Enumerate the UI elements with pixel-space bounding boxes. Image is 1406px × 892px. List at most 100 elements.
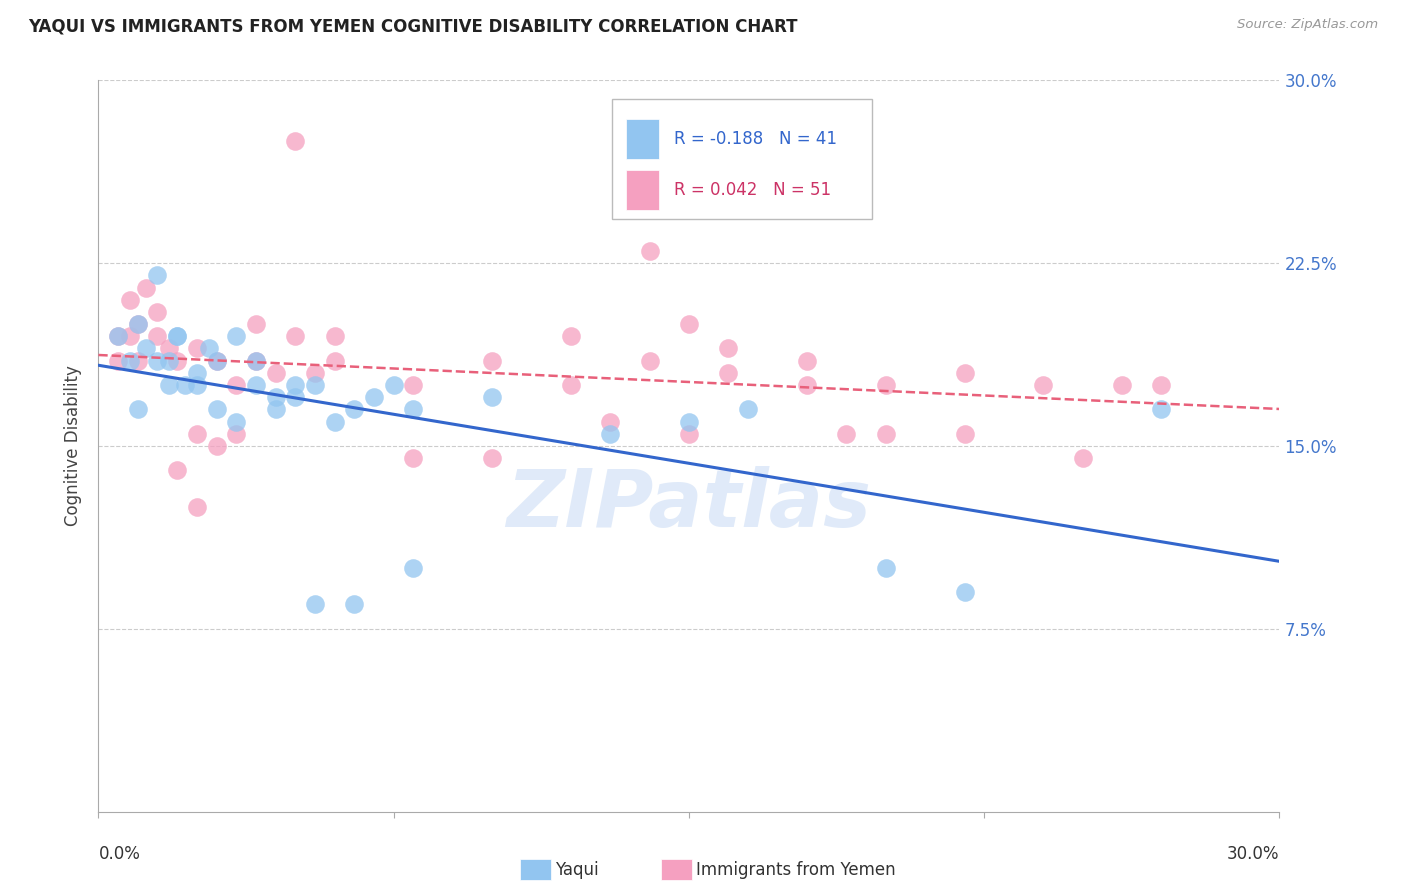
Point	[174, 378, 197, 392]
Text: Source: ZipAtlas.com: Source: ZipAtlas.com	[1237, 18, 1378, 31]
Point	[205, 353, 228, 368]
Point	[875, 561, 897, 575]
Point	[118, 293, 141, 307]
Point	[146, 329, 169, 343]
Point	[284, 390, 307, 404]
Point	[875, 426, 897, 441]
Point	[225, 426, 247, 441]
Point	[225, 415, 247, 429]
Point	[186, 378, 208, 392]
Point	[225, 378, 247, 392]
Point	[304, 598, 326, 612]
Point	[599, 426, 621, 441]
Point	[678, 415, 700, 429]
Bar	[626, 169, 659, 211]
Point	[118, 329, 141, 343]
Point	[402, 451, 425, 466]
Point	[481, 451, 503, 466]
Point	[953, 366, 976, 380]
Point	[284, 134, 307, 148]
Point	[107, 329, 129, 343]
Point	[225, 329, 247, 343]
Point	[118, 353, 141, 368]
Point	[323, 329, 346, 343]
Point	[343, 402, 366, 417]
Point	[186, 500, 208, 514]
Point	[146, 305, 169, 319]
Point	[304, 378, 326, 392]
Point	[127, 317, 149, 331]
Text: Immigrants from Yemen: Immigrants from Yemen	[696, 861, 896, 879]
Point	[1111, 378, 1133, 392]
Point	[264, 366, 287, 380]
Point	[166, 463, 188, 477]
Point	[264, 402, 287, 417]
Text: 0.0%: 0.0%	[98, 845, 141, 863]
Point	[127, 402, 149, 417]
Point	[127, 317, 149, 331]
Point	[245, 317, 267, 331]
Bar	[626, 119, 659, 159]
Point	[284, 329, 307, 343]
Point	[1071, 451, 1094, 466]
Point	[1150, 378, 1173, 392]
Point	[560, 329, 582, 343]
Point	[157, 353, 180, 368]
Point	[560, 378, 582, 392]
Point	[1032, 378, 1054, 392]
Point	[835, 426, 858, 441]
Point	[953, 585, 976, 599]
Point	[197, 342, 219, 356]
Point	[402, 402, 425, 417]
Point	[127, 353, 149, 368]
Point	[796, 378, 818, 392]
Y-axis label: Cognitive Disability: Cognitive Disability	[65, 366, 83, 526]
Point	[382, 378, 405, 392]
Point	[717, 342, 740, 356]
Point	[678, 317, 700, 331]
Point	[875, 378, 897, 392]
Point	[304, 366, 326, 380]
Point	[402, 561, 425, 575]
Point	[146, 268, 169, 283]
Point	[166, 353, 188, 368]
Point	[363, 390, 385, 404]
Text: R = 0.042   N = 51: R = 0.042 N = 51	[673, 181, 831, 199]
Point	[638, 244, 661, 258]
Point	[146, 353, 169, 368]
Point	[166, 329, 188, 343]
Point	[953, 426, 976, 441]
Point	[599, 415, 621, 429]
Point	[245, 353, 267, 368]
Point	[205, 402, 228, 417]
FancyBboxPatch shape	[612, 99, 872, 219]
Point	[284, 378, 307, 392]
Point	[245, 353, 267, 368]
Point	[107, 353, 129, 368]
Text: YAQUI VS IMMIGRANTS FROM YEMEN COGNITIVE DISABILITY CORRELATION CHART: YAQUI VS IMMIGRANTS FROM YEMEN COGNITIVE…	[28, 18, 797, 36]
Point	[205, 439, 228, 453]
Point	[481, 353, 503, 368]
Point	[264, 390, 287, 404]
Point	[343, 598, 366, 612]
Point	[717, 366, 740, 380]
Point	[186, 366, 208, 380]
Text: 30.0%: 30.0%	[1227, 845, 1279, 863]
Point	[166, 329, 188, 343]
Point	[157, 342, 180, 356]
Point	[323, 353, 346, 368]
Point	[245, 378, 267, 392]
Point	[186, 426, 208, 441]
Point	[638, 353, 661, 368]
Point	[135, 342, 157, 356]
Point	[402, 378, 425, 392]
Point	[1150, 402, 1173, 417]
Point	[678, 426, 700, 441]
Point	[796, 353, 818, 368]
Point	[205, 353, 228, 368]
Point	[323, 415, 346, 429]
Point	[481, 390, 503, 404]
Point	[107, 329, 129, 343]
Point	[186, 342, 208, 356]
Text: R = -0.188   N = 41: R = -0.188 N = 41	[673, 130, 837, 148]
